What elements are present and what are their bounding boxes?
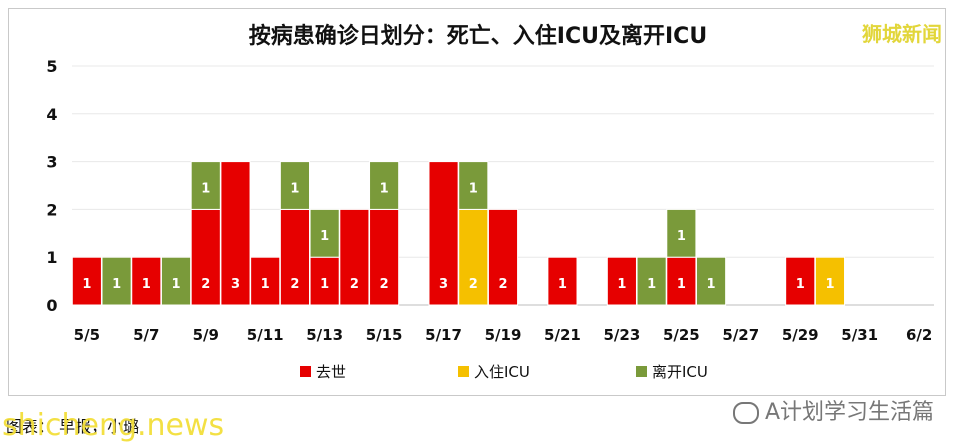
data-label: 1 xyxy=(796,277,805,292)
y-tick-label: 5 xyxy=(46,57,57,76)
bar-segment xyxy=(696,256,727,306)
x-tick-label: 5/15 xyxy=(366,326,403,344)
bar-segment xyxy=(309,256,340,306)
bar-segment xyxy=(279,161,310,210)
data-label: 1 xyxy=(82,277,91,292)
legend-label: 去世 xyxy=(316,363,346,381)
data-label: 1 xyxy=(380,181,389,196)
legend-label: 入住ICU xyxy=(474,363,530,381)
y-tick-label: 0 xyxy=(46,296,57,315)
data-label: 2 xyxy=(290,277,299,292)
bar-segment xyxy=(428,161,459,306)
bar-segment xyxy=(547,256,578,306)
data-label: 1 xyxy=(290,181,299,196)
x-tick-label: 5/31 xyxy=(841,326,878,344)
data-label: 1 xyxy=(707,277,716,292)
x-tick-label: 5/7 xyxy=(133,326,159,344)
bar-segment xyxy=(666,208,697,258)
data-label: 2 xyxy=(201,277,210,292)
x-tick-label: 5/29 xyxy=(782,326,819,344)
watermark-right: A计划学习生活篇 xyxy=(732,394,934,426)
x-tick-label: 5/27 xyxy=(722,326,759,344)
bar-segment xyxy=(190,208,221,306)
data-label: 1 xyxy=(320,277,329,292)
bar-segment xyxy=(309,208,340,258)
bar-segment xyxy=(666,256,697,306)
brand-logo: 狮城新闻 xyxy=(862,22,942,46)
bar-segment xyxy=(369,161,400,210)
bar-segment xyxy=(131,256,162,306)
chart-title: 按病患确诊日划分：死亡、入住ICU及离开ICU xyxy=(248,24,708,49)
bar-segment xyxy=(458,161,489,210)
data-label: 1 xyxy=(112,277,121,292)
y-tick-label: 1 xyxy=(46,248,57,267)
bar-segment xyxy=(636,256,667,306)
watermark-right-text: A计划学习生活篇 xyxy=(764,400,934,425)
legend-swatch xyxy=(636,366,647,377)
bar-segment xyxy=(339,208,370,306)
x-tick-label: 5/5 xyxy=(74,326,100,344)
data-label: 1 xyxy=(677,277,686,292)
legend-swatch xyxy=(458,366,469,377)
data-label: 2 xyxy=(469,277,478,292)
bar-segment xyxy=(279,208,310,306)
x-tick-label: 5/23 xyxy=(603,326,640,344)
y-tick-label: 3 xyxy=(46,153,57,172)
x-tick-label: 5/11 xyxy=(247,326,284,344)
bar-segment xyxy=(250,256,281,306)
y-tick-label: 2 xyxy=(46,200,57,219)
watermark-left: shicheng.news xyxy=(2,408,225,443)
bar-segment xyxy=(606,256,637,306)
chart-caption: 图表： 早报，小璐 xyxy=(6,417,140,436)
y-tick-label: 4 xyxy=(46,105,57,124)
data-label: 1 xyxy=(647,277,656,292)
data-label: 3 xyxy=(231,277,240,292)
bar-chart: 0 1 2 3 4 5 1 1 1 1 2 1 3 1 2 1 1 1 2 2 1 3 2 1 2 1 1 1 1 1 1 1 1 5/5 5/7 5… xyxy=(46,57,934,381)
x-tick-label: 5/13 xyxy=(306,326,343,344)
data-label: 1 xyxy=(677,229,686,244)
data-label: 2 xyxy=(350,277,359,292)
data-label: 1 xyxy=(825,277,834,292)
bar-segment xyxy=(785,256,816,306)
data-label: 1 xyxy=(558,277,567,292)
x-tick-label: 5/17 xyxy=(425,326,462,344)
bar-segment xyxy=(487,208,519,306)
data-label: 1 xyxy=(142,277,151,292)
bar-segment xyxy=(458,208,489,306)
data-label: 1 xyxy=(617,277,626,292)
data-label: 2 xyxy=(380,277,389,292)
legend-swatch xyxy=(300,366,311,377)
data-label: 2 xyxy=(498,277,507,292)
x-tick-label: 5/19 xyxy=(485,326,522,344)
data-label: 1 xyxy=(469,181,478,196)
bar-segment xyxy=(71,256,102,306)
bar-segment xyxy=(369,208,400,306)
data-label: 1 xyxy=(172,277,181,292)
bar-segment xyxy=(160,256,192,306)
x-tick-label: 5/25 xyxy=(663,326,700,344)
data-label: 1 xyxy=(261,277,270,292)
bar-segment xyxy=(220,161,251,306)
data-label: 1 xyxy=(201,181,210,196)
x-tick-label: 5/21 xyxy=(544,326,581,344)
bar-segment xyxy=(814,256,846,306)
wechat-icon xyxy=(732,402,759,424)
x-tick-label: 5/9 xyxy=(193,326,219,344)
data-label: 3 xyxy=(439,277,448,292)
bar-segment xyxy=(101,256,132,306)
legend-label: 离开ICU xyxy=(652,363,708,381)
bar-segment xyxy=(190,161,221,210)
x-tick-label: 6/2 xyxy=(906,326,932,344)
data-label: 1 xyxy=(320,229,329,244)
